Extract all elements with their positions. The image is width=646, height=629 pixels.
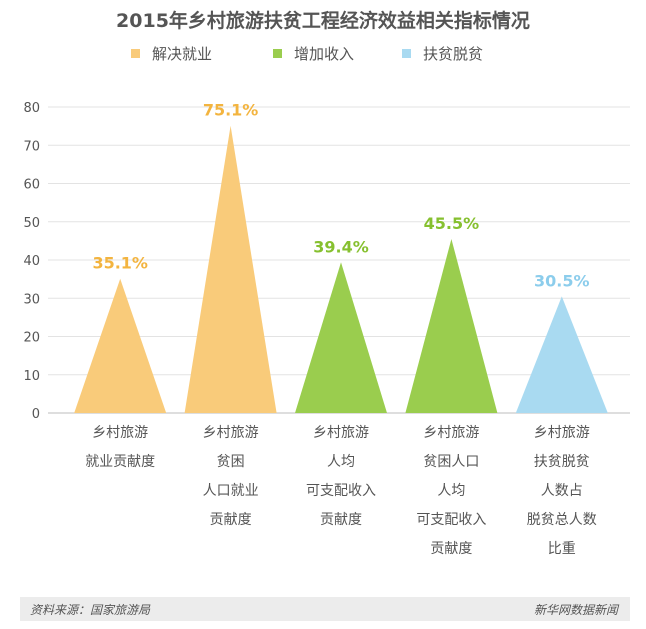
x-category-label-2-1: 人均 — [327, 454, 355, 470]
data-label-3: 45.5% — [424, 214, 480, 233]
y-tick-label-0: 0 — [32, 407, 40, 422]
y-tick-label-40: 40 — [23, 254, 40, 269]
y-tick-label-20: 20 — [23, 331, 40, 346]
bar-0 — [74, 278, 167, 413]
legend-swatch-employment — [131, 48, 140, 58]
legend-item-income: 增加收入 — [273, 42, 354, 64]
x-category-label-3-1: 贫困人口 — [423, 454, 479, 470]
x-category-label-2-2: 可支配收入 — [306, 483, 376, 499]
footer-credit: 新华网数据新闻 — [533, 603, 618, 617]
chart-legend: 解决就业 增加收入 扶贫脱贫 — [0, 42, 646, 64]
data-label-0: 35.1% — [92, 254, 148, 273]
x-category-label-0-1: 就业贡献度 — [85, 454, 155, 470]
legend-label-poverty: 扶贫脱贫 — [423, 44, 484, 63]
x-category-label-1-3: 贡献度 — [210, 512, 252, 528]
y-tick-label-10: 10 — [23, 369, 40, 384]
y-tick-label-70: 70 — [23, 139, 40, 154]
x-category-label-4-1: 扶贫脱贫 — [534, 454, 590, 470]
bar-1 — [184, 125, 277, 414]
y-tick-label-30: 30 — [23, 292, 40, 307]
legend-item-poverty: 扶贫脱贫 — [402, 42, 483, 64]
data-label-4: 30.5% — [534, 271, 590, 290]
legend-swatch-poverty — [402, 48, 411, 58]
x-category-label-1-2: 人口就业 — [203, 483, 259, 499]
legend-label-employment: 解决就业 — [152, 44, 213, 63]
x-category-label-3-4: 贡献度 — [430, 541, 472, 557]
x-category-label-3-2: 人均 — [437, 483, 465, 499]
legend-label-income: 增加收入 — [294, 44, 355, 63]
x-category-label-3-0: 乡村旅游 — [423, 425, 479, 441]
x-category-label-2-3: 贡献度 — [320, 512, 362, 528]
x-category-label-4-2: 人数占 — [541, 483, 583, 499]
footer-source: 资料来源：国家旅游局 — [30, 603, 151, 617]
chart-title: 2015年乡村旅游扶贫工程经济效益相关指标情况 — [116, 10, 530, 32]
legend-item-employment: 解决就业 — [131, 42, 212, 64]
y-tick-label-50: 50 — [23, 216, 40, 231]
x-category-label-4-3: 脱贫总人数 — [527, 512, 597, 528]
x-category-label-1-0: 乡村旅游 — [203, 425, 259, 441]
x-category-label-4-0: 乡村旅游 — [534, 425, 590, 441]
x-category-label-2-0: 乡村旅游 — [313, 425, 369, 441]
x-category-label-3-3: 可支配收入 — [416, 512, 486, 528]
footer-bar: 资料来源：国家旅游局 新华网数据新闻 — [20, 597, 630, 621]
x-category-label-4-4: 比重 — [548, 541, 576, 557]
bar-3 — [405, 238, 498, 413]
y-tick-label-60: 60 — [23, 178, 40, 193]
x-category-label-0-0: 乡村旅游 — [92, 425, 148, 441]
x-category-label-1-1: 贫困 — [217, 454, 245, 470]
data-label-2: 39.4% — [313, 237, 369, 256]
bar-4 — [515, 296, 608, 413]
bar-2 — [295, 262, 387, 413]
legend-swatch-income — [273, 48, 282, 58]
y-tick-label-80: 80 — [23, 101, 40, 116]
data-label-1: 75.1% — [203, 101, 259, 120]
